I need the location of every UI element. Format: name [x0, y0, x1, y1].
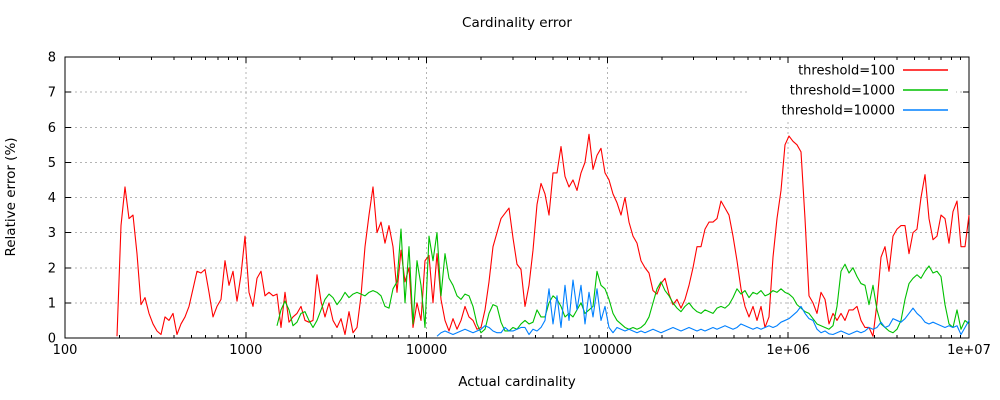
y-axis-label: Relative error (%) [3, 137, 19, 256]
x-tick-label: 100 [53, 343, 78, 358]
y-tick-label: 1 [48, 296, 56, 311]
legend-label: threshold=1000 [790, 84, 895, 99]
y-tick-label: 6 [48, 121, 56, 136]
y-tick-label: 3 [48, 226, 56, 241]
x-tick-label: 1000 [229, 343, 262, 358]
y-tick-labels: 0 1 2 3 4 5 6 7 8 [48, 51, 56, 347]
y-tick-label: 2 [48, 261, 56, 276]
x-axis-label: Actual cardinality [458, 374, 576, 390]
legend-label: threshold=10000 [782, 104, 895, 119]
y-tick-label: 0 [48, 332, 56, 347]
y-tick-label: 8 [48, 51, 56, 66]
series-threshold-1000 [276, 228, 970, 334]
grid [65, 57, 969, 338]
series-threshold-100 [116, 133, 970, 337]
chart-title: Cardinality error [462, 15, 572, 31]
x-tick-labels: 100 1000 10000 100000 1e+06 1e+07 [53, 343, 991, 358]
y-tick-label: 7 [48, 86, 56, 101]
series-threshold-10000 [436, 279, 970, 337]
axes [64, 56, 970, 339]
legend: threshold=100 threshold=1000 threshold=100… [782, 64, 948, 119]
y-tick-label: 4 [48, 191, 56, 206]
x-tick-label: 1e+07 [947, 343, 991, 358]
x-tick-label: 1e+06 [766, 343, 810, 358]
legend-label: threshold=100 [798, 64, 895, 79]
y-tick-label: 5 [48, 156, 56, 171]
x-tick-label: 100000 [583, 343, 633, 358]
x-tick-label: 10000 [406, 343, 447, 358]
